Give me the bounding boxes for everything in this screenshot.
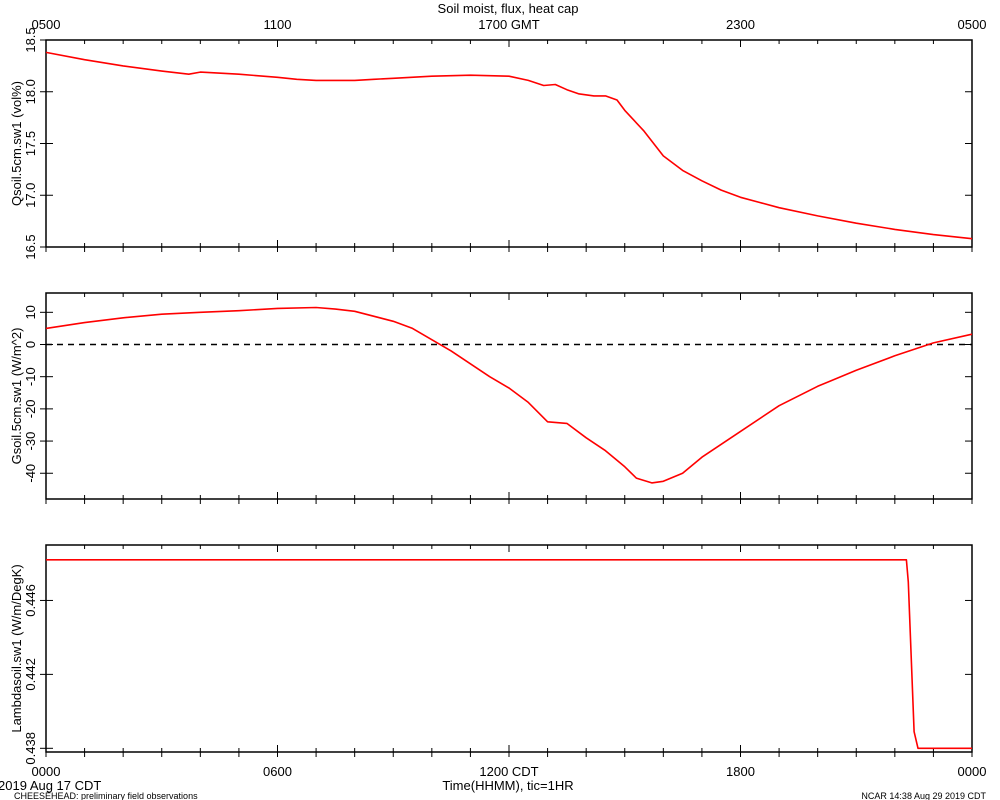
top-axis: 0500 1100 1700 GMT 2300 0500 (32, 17, 987, 32)
chart-title: Soil moist, flux, heat cap (438, 1, 579, 16)
top-tick-label: 1700 GMT (478, 17, 539, 32)
top-tick-label: 1100 (264, 17, 292, 32)
footer-credit: NCAR 14:38 Aug 29 2019 CDT (861, 791, 986, 800)
y-tick-label: 16.5 (23, 234, 38, 259)
bottom-tick-label: 1200 CDT (479, 764, 538, 779)
bottom-tick-label: 0000 (958, 764, 987, 779)
y-tick-label: -30 (23, 432, 38, 451)
top-tick-label: 2300 (726, 17, 755, 32)
panels: 16.5 17.0 17.5 18.0 18.5 Qsoil.5cm.sw1 (vol%)… (9, 27, 973, 765)
bottom-axis: 0000 0600 1200 CDT 1800 0000 (32, 764, 987, 779)
series-line (45, 306, 973, 484)
bottom-tick-label: 0000 (32, 764, 61, 779)
y-axis-label: Lambdasoil.sw1 (W/m/DegK) (9, 564, 24, 732)
panel-1: 16.5 17.0 17.5 18.0 18.5 Qsoil.5cm.sw1 (vol%) (9, 27, 973, 260)
y-tick-label: -40 (23, 464, 38, 483)
plot-frame (45, 292, 973, 500)
series-line (46, 558, 972, 750)
footer-date: 2019 Aug 17 CDT (0, 778, 101, 793)
y-tick-label: 0.446 (23, 584, 38, 617)
bottom-tick-label: 1800 (726, 764, 755, 779)
series-line (45, 51, 973, 240)
y-tick-label: 0.442 (23, 658, 38, 691)
top-tick-label: 0500 (32, 17, 61, 32)
y-tick-label: -20 (23, 399, 38, 418)
y-tick-label: -10 (23, 367, 38, 386)
bottom-tick-label: 0600 (263, 764, 292, 779)
x-axis-label: Time(HHMM), tic=1HR (442, 778, 573, 793)
y-tick-label: 0.438 (23, 732, 38, 765)
y-tick-label: 18.0 (23, 79, 38, 104)
y-tick-label: 0 (23, 341, 38, 348)
plot-frame (45, 39, 973, 248)
y-tick-label: 17.5 (23, 131, 38, 156)
y-tick-label: 10 (23, 305, 38, 319)
y-axis-label: Qsoil.5cm.sw1 (vol%) (9, 81, 24, 206)
y-axis-label: Gsoil.5cm.sw1 (W/m^2) (9, 328, 24, 465)
y-tick-label: 17.0 (23, 183, 38, 208)
top-tick-label: 0500 (958, 17, 987, 32)
plot-frame (45, 544, 973, 753)
footer-project: CHEESEHEAD: preliminary field observatio… (14, 791, 198, 800)
y-tick-label: 18.5 (23, 27, 38, 52)
